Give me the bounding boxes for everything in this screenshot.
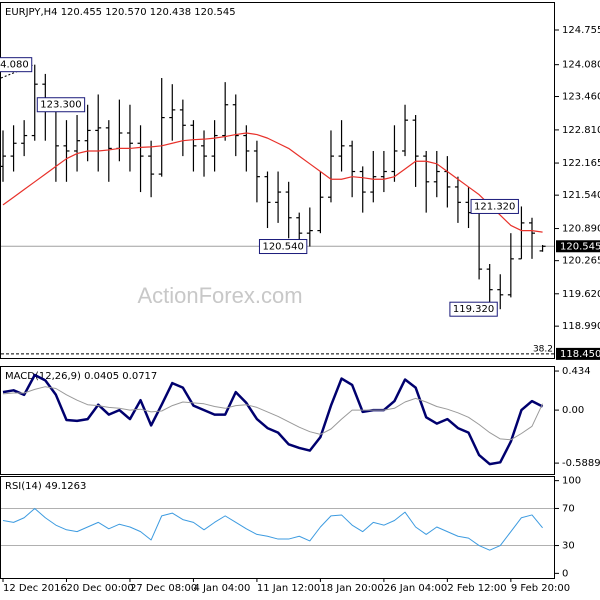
y-tick-label: 0.434 bbox=[562, 366, 591, 377]
y-tick-label: 119.620 bbox=[562, 289, 600, 300]
series-line bbox=[2, 386, 544, 441]
panel-title: MACD(12,26,9) 0.0405 0.0717 bbox=[5, 371, 157, 382]
annotation-box bbox=[470, 198, 519, 214]
annotation-box bbox=[449, 301, 498, 317]
x-tick-label: 27 Dec 08:00 bbox=[130, 583, 197, 594]
annotation-box bbox=[258, 239, 308, 255]
annotation-label: 119.320 bbox=[453, 304, 494, 315]
last-price-box bbox=[556, 240, 600, 253]
series-line bbox=[2, 373, 544, 466]
y-tick-label: 100 bbox=[562, 476, 581, 487]
y-tick-label: 0 bbox=[562, 568, 568, 579]
y-tick-label: 120.265 bbox=[562, 256, 600, 267]
y-tick-label: 118.990 bbox=[562, 321, 600, 332]
x-tick-label: 2 Feb 12:00 bbox=[447, 583, 506, 594]
y-tick-label: 123.460 bbox=[562, 92, 600, 103]
level-box bbox=[556, 347, 600, 360]
panel-title: RSI(14) 49.1263 bbox=[5, 481, 86, 492]
annotation-label: 120.540 bbox=[262, 242, 303, 253]
y-tick-label: 0.00 bbox=[562, 405, 584, 416]
x-tick-label: 26 Jan 04:00 bbox=[384, 583, 447, 594]
level-fib: 38.2 bbox=[533, 344, 553, 354]
last-price-label: 120.545 bbox=[560, 241, 600, 252]
y-tick-label: 30 bbox=[562, 541, 575, 552]
y-tick-label: 120.890 bbox=[562, 224, 600, 235]
y-tick-label: -0.5889 bbox=[562, 458, 600, 469]
x-tick-label: 9 Feb 20:00 bbox=[511, 583, 570, 594]
x-tick-label: 20 Dec 00:00 bbox=[66, 583, 133, 594]
x-tick-label: 12 Dec 2016 bbox=[3, 583, 67, 594]
y-tick-label: 124.755 bbox=[562, 25, 600, 36]
level-label: 118.450 bbox=[560, 349, 600, 360]
panel-frame bbox=[0, 2, 555, 359]
moving-average bbox=[2, 132, 543, 233]
annotation-label: 124.080 bbox=[0, 60, 29, 71]
y-tick-label: 124.080 bbox=[562, 60, 600, 71]
series-line bbox=[2, 507, 543, 551]
x-tick-label: 18 Jan 20:00 bbox=[320, 583, 383, 594]
y-tick-label: 122.165 bbox=[562, 158, 600, 169]
y-tick-label: 121.540 bbox=[562, 190, 600, 201]
y-tick-label: 122.810 bbox=[562, 125, 600, 136]
panel-frame bbox=[0, 366, 555, 475]
x-tick-label: 4 Jan 04:00 bbox=[193, 583, 250, 594]
watermark: ActionForex.com bbox=[137, 283, 302, 308]
annotation-label: 121.320 bbox=[474, 201, 515, 212]
annotation-box bbox=[0, 57, 33, 73]
y-tick-label: 70 bbox=[562, 503, 575, 514]
annotation-box bbox=[36, 97, 86, 113]
x-tick-label: 11 Jan 12:00 bbox=[257, 583, 320, 594]
annotation-label: 123.300 bbox=[40, 100, 81, 111]
panel-title: EURJPY,H4 120.455 120.570 120.438 120.54… bbox=[5, 7, 236, 18]
